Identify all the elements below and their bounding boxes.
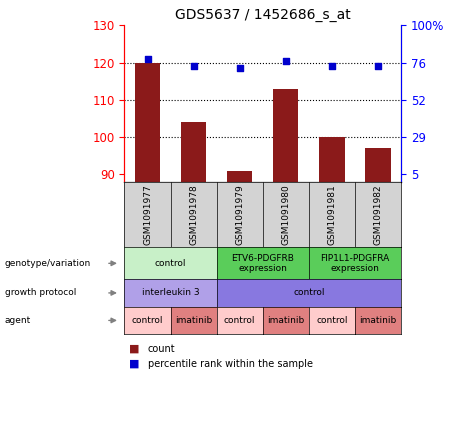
Text: imatinib: imatinib	[175, 316, 212, 325]
Text: control: control	[316, 316, 348, 325]
Text: interleukin 3: interleukin 3	[142, 288, 199, 297]
Text: control: control	[224, 316, 255, 325]
Text: genotype/variation: genotype/variation	[5, 259, 91, 268]
Bar	[365, 148, 390, 182]
Point	[190, 63, 197, 70]
Text: ■: ■	[129, 359, 140, 369]
Bar	[227, 171, 253, 182]
Text: control: control	[293, 288, 325, 297]
Text: GSM1091982: GSM1091982	[373, 184, 383, 245]
Title: GDS5637 / 1452686_s_at: GDS5637 / 1452686_s_at	[175, 8, 351, 22]
Bar	[181, 122, 207, 182]
Text: GSM1091980: GSM1091980	[281, 184, 290, 245]
Text: GSM1091977: GSM1091977	[143, 184, 152, 245]
Point	[236, 65, 243, 71]
Text: FIP1L1-PDGFRA
expression: FIP1L1-PDGFRA expression	[320, 254, 390, 273]
Text: GSM1091978: GSM1091978	[189, 184, 198, 245]
Text: ■: ■	[129, 344, 140, 354]
Text: percentile rank within the sample: percentile rank within the sample	[148, 359, 313, 369]
Text: ETV6-PDGFRB
expression: ETV6-PDGFRB expression	[231, 254, 294, 273]
Text: count: count	[148, 344, 175, 354]
Text: control: control	[155, 259, 186, 268]
Text: agent: agent	[5, 316, 31, 325]
Bar	[319, 137, 345, 182]
Text: imatinib: imatinib	[267, 316, 304, 325]
Point	[282, 58, 290, 64]
Bar	[135, 63, 160, 182]
Text: imatinib: imatinib	[360, 316, 396, 325]
Text: growth protocol: growth protocol	[5, 288, 76, 297]
Text: GSM1091979: GSM1091979	[235, 184, 244, 245]
Text: control: control	[132, 316, 163, 325]
Point	[144, 55, 151, 62]
Point	[374, 63, 382, 70]
Text: GSM1091981: GSM1091981	[327, 184, 337, 245]
Point	[328, 63, 336, 70]
Bar	[273, 89, 299, 182]
